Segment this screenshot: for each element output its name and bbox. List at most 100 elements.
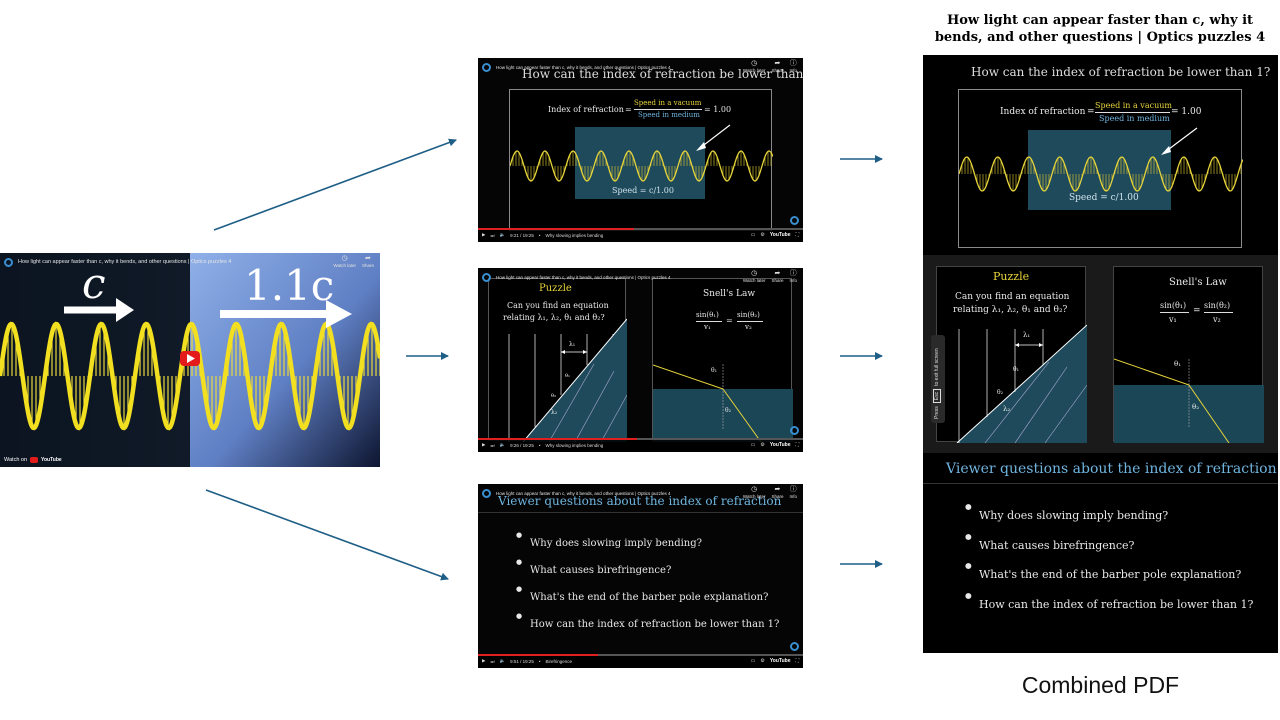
player-controls: ▶ ⏭ 🔈 9:26 / 19:25 • Why slowing implies… — [478, 438, 803, 452]
channel-logo-icon[interactable] — [482, 62, 491, 72]
pdf-lambda-2-label: λ₂ — [1003, 405, 1011, 413]
snell-num-right: sin(θ₂) — [737, 311, 760, 319]
volume-icon[interactable]: 🔈 — [499, 442, 506, 447]
pdf-header-title: How light can appear faster than c, why … — [934, 13, 1266, 45]
watch-on-youtube-button[interactable]: Watch on YouTube — [4, 457, 62, 463]
share-button[interactable]: ➦ Share — [771, 60, 784, 73]
index-diagram-box: Index of refraction = Speed in a vacuum … — [509, 89, 773, 231]
play-icon[interactable]: ▶ — [482, 442, 486, 447]
pdf-puzzle-line-2: relating λ₁, λ₂, θ₁ and θ₂? — [953, 305, 1068, 315]
pdf-snell-panel: Snell's Law sin(θ₁) v₁ = sin(θ₂) v₂ θ₁ θ… — [1113, 266, 1264, 443]
pdf-theta-2-label: θ₂ — [997, 389, 1004, 396]
next-icon[interactable]: ⏭ — [490, 232, 495, 238]
info-button[interactable]: ⓘ Info — [789, 60, 797, 73]
video-title[interactable]: How light can appear faster than c, why … — [18, 259, 232, 265]
time-display: 9:51 / 19:25 — [510, 658, 534, 664]
pdf-snell-equals: = — [1193, 306, 1201, 316]
volume-icon[interactable]: 🔈 — [499, 232, 506, 237]
channel-logo-icon[interactable] — [482, 488, 491, 498]
share-button[interactable]: ➦ Share — [771, 486, 784, 499]
settings-icon[interactable]: ⚙ — [760, 232, 765, 238]
channel-logo-icon[interactable] — [4, 257, 13, 267]
video-title[interactable]: How light can appear faster than c, why … — [496, 490, 671, 496]
youtube-brand[interactable]: YouTube — [769, 232, 791, 238]
lambda-1-label: λ₁ — [569, 341, 576, 348]
youtube-brand[interactable]: YouTube — [769, 658, 791, 664]
list-item: Why does slowing imply bending? — [516, 530, 779, 557]
list-item: Why does slowing imply bending? — [965, 501, 1253, 531]
video-title[interactable]: How light can appear faster than c, why … — [496, 274, 671, 280]
progress-bar[interactable] — [478, 228, 803, 230]
pdf-snell-title: Snell's Law — [1169, 277, 1227, 288]
watch-later-button[interactable]: ◷ Watch later — [742, 270, 766, 283]
settings-icon[interactable]: ⚙ — [760, 658, 765, 664]
questions-list: Why does slowing imply bending? What cau… — [516, 530, 779, 638]
share-icon: ➦ — [774, 60, 781, 67]
channel-watermark-icon — [790, 642, 799, 651]
next-icon[interactable]: ⏭ — [490, 442, 495, 448]
pdf-index-denominator: Speed in medium — [1099, 114, 1170, 123]
pdf-index-value: = 1.00 — [1171, 107, 1202, 117]
chapter-title[interactable]: Why slowing implies bending — [545, 442, 604, 448]
fullscreen-icon[interactable]: ⛶ — [795, 232, 799, 238]
channel-logo-icon[interactable] — [482, 272, 491, 282]
fullscreen-icon[interactable]: ⛶ — [795, 442, 799, 448]
channel-watermark-icon — [790, 216, 799, 225]
info-button[interactable]: ⓘ Info — [789, 270, 797, 283]
pdf-question: How can the index of refraction be lower… — [971, 65, 1271, 79]
snell-theta-2: θ₂ — [725, 407, 732, 414]
watch-later-button[interactable]: ◷ Watch later — [742, 60, 766, 73]
snell-title: Snell's Law — [703, 289, 756, 299]
captions-icon[interactable]: ▭ — [750, 442, 756, 448]
chapter-title[interactable]: Why slowing implies bending — [545, 232, 604, 238]
pdf-questions-list: Why does slowing imply bending? What cau… — [965, 501, 1253, 619]
fullscreen-exit-hint: Press Esc to exit full screen — [931, 335, 945, 423]
questions-divider — [478, 512, 803, 513]
watch-later-button[interactable]: ◷ Watch later — [333, 255, 356, 268]
esc-key: Esc — [933, 388, 941, 404]
youtube-logo-icon — [30, 457, 39, 463]
captions-icon[interactable]: ▭ — [750, 658, 756, 664]
theta-1-label: θ₁ — [565, 373, 571, 379]
time-display: 9:26 / 19:25 — [510, 442, 534, 448]
pdf-snell-theta-2: θ₂ — [1192, 403, 1200, 411]
info-button[interactable]: ⓘ Info — [789, 486, 797, 499]
thumbnail-speed-1-1c: 1.1c — [244, 261, 335, 310]
fullscreen-icon[interactable]: ⛶ — [795, 658, 799, 664]
volume-icon[interactable]: 🔈 — [499, 658, 506, 663]
captions-icon[interactable]: ▭ — [750, 232, 756, 238]
snell-den-right: v₂ — [745, 323, 752, 331]
slide-question: How can the index of refraction be lower… — [522, 67, 803, 81]
play-icon[interactable]: ▶ — [482, 232, 486, 237]
info-icon: ⓘ — [789, 60, 797, 67]
clock-icon: ◷ — [751, 60, 758, 67]
index-equals: = — [625, 105, 632, 114]
share-button[interactable]: ➦ Share — [361, 255, 374, 268]
watch-later-button[interactable]: ◷ Watch later — [742, 486, 766, 499]
snell-den-left: v₁ — [704, 323, 711, 331]
next-icon[interactable]: ⏭ — [490, 658, 495, 664]
play-icon[interactable]: ▶ — [482, 658, 486, 663]
pdf-medium-rect — [1028, 130, 1171, 210]
pdf-snell-num-left: sin(θ₁) — [1160, 301, 1187, 310]
fraction-bar — [634, 109, 702, 110]
progress-bar[interactable] — [478, 654, 803, 656]
frame1-wave — [510, 124, 773, 182]
pdf-snell-theta-1: θ₁ — [1174, 360, 1182, 368]
video-title[interactable]: How light can appear faster than c, why … — [496, 64, 671, 70]
share-button[interactable]: ➦ Share — [771, 270, 784, 283]
pdf-index-equals: = — [1087, 107, 1095, 117]
frame-2-player[interactable]: Puzzle Can you find an equation relating… — [478, 268, 803, 452]
chapter-title[interactable]: Birefringence — [545, 658, 573, 664]
combined-pdf-label: Combined PDF — [1021, 672, 1180, 698]
list-item: How can the index of refraction be lower… — [965, 590, 1253, 620]
progress-bar[interactable] — [478, 438, 803, 440]
settings-icon[interactable]: ⚙ — [760, 442, 765, 448]
source-video-player[interactable]: c 1.1c How light can appear faster than … — [0, 253, 380, 467]
frame-1-player[interactable]: How can the index of refraction be lower… — [478, 58, 803, 242]
arrow-to-frame-3 — [205, 489, 449, 581]
puzzle-diagram — [508, 318, 627, 442]
frame-3-player[interactable]: Viewer questions about the index of refr… — [478, 484, 803, 668]
thumbnail-speed-c: c — [82, 259, 106, 308]
youtube-brand[interactable]: YouTube — [769, 442, 791, 448]
